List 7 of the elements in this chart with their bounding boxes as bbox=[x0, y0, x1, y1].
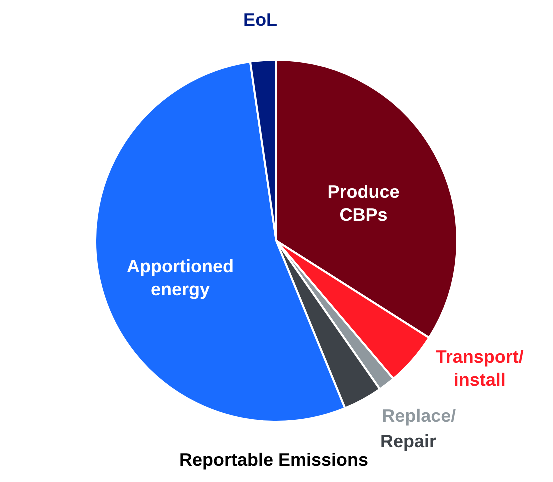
slice-label: Produce CBPs bbox=[328, 182, 400, 226]
slice-label: Transport/ install bbox=[436, 346, 524, 390]
slice-label: Replace/ bbox=[382, 406, 456, 426]
text: Reportable Emissions bbox=[179, 450, 369, 470]
slice-label: Repair bbox=[380, 432, 437, 452]
slice-label: Apportioned energy bbox=[126, 256, 234, 300]
slice-label: EoL bbox=[244, 10, 278, 30]
